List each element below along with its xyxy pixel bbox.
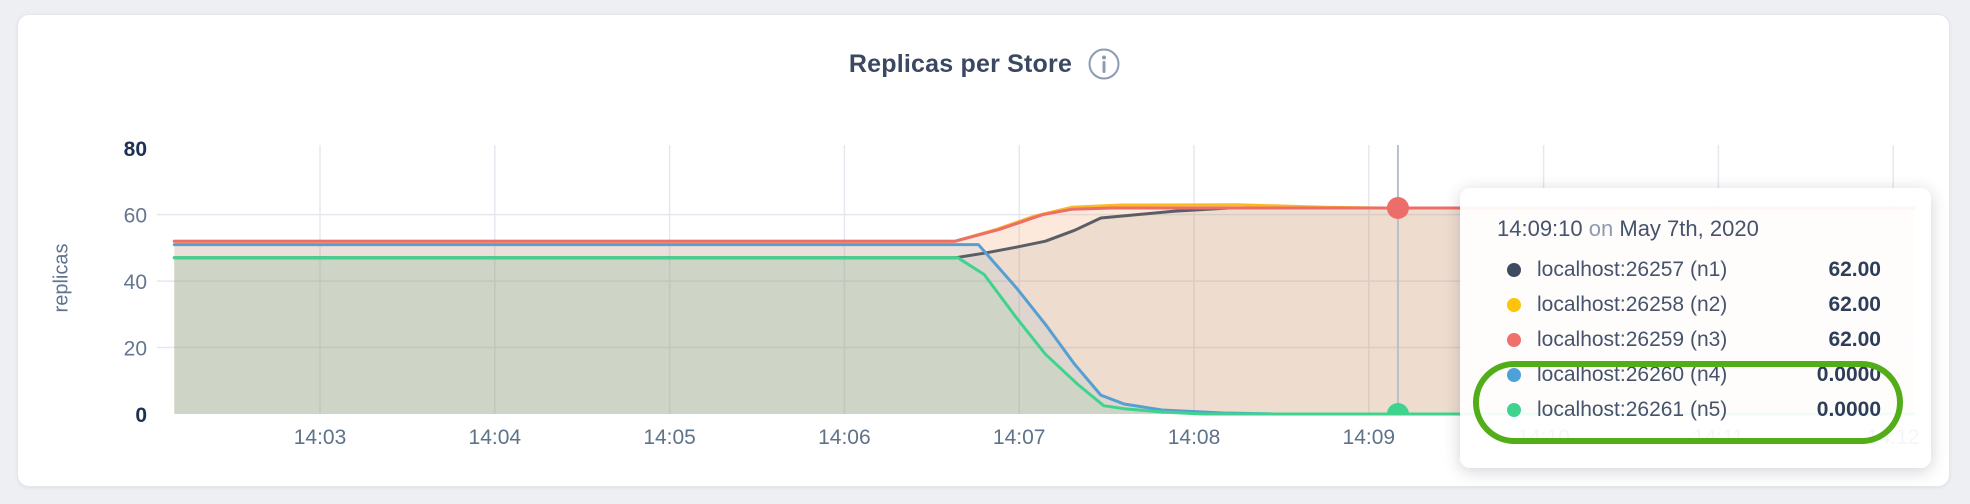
series-label: localhost:26259 (n3) [1537,327,1728,351]
tooltip-row: localhost:26257 (n1) 62.00 [1497,252,1881,287]
hover-dot-n3 [1386,197,1409,220]
series-line-n5 [172,256,1916,416]
series-label: localhost:26257 (n1) [1537,257,1728,281]
series-line-n1 [172,206,1916,260]
series-area-n5 [174,257,1914,414]
y-tick-label: 20 [124,338,147,361]
series-value: 62.00 [1828,327,1881,351]
tooltip-date: May 7th, 2020 [1619,216,1759,241]
series-label: localhost:26260 (n4) [1537,362,1728,386]
chart-header: Replicas per Store [0,47,1970,81]
x-tick-label: 14:09 [1343,426,1396,449]
tooltip-header: 14:09:10 on May 7th, 2020 [1497,216,1881,242]
y-axis-title: replicas [50,243,73,313]
series-value: 62.00 [1828,292,1881,316]
series-value: 62.00 [1828,257,1881,281]
series-line-n3 [172,206,1916,243]
hover-dot-n5 [1386,403,1409,415]
chart-title: Replicas per Store [848,49,1073,78]
y-tick-label: 80 [124,138,147,161]
annotation-circle [1473,361,1903,444]
series-dot-icon [1507,297,1521,312]
series-label: localhost:26261 (n5) [1537,397,1728,421]
chart-tooltip: 14:09:10 on May 7th, 2020 localhost:2625… [1460,188,1931,468]
series-dot-icon [1507,262,1521,277]
tooltip-rows: localhost:26257 (n1) 62.00 localhost:26258… [1497,252,1881,427]
x-tick-label: 14:08 [1168,426,1221,449]
tooltip-row: localhost:26258 (n2) 62.00 [1497,287,1881,322]
series-area-n4 [174,244,1914,414]
x-tick-label: 14:03 [294,426,347,449]
x-tick-label: 14:05 [643,426,696,449]
x-tick-label: 14:07 [993,426,1046,449]
series-dot-icon [1507,332,1521,347]
y-tick-label: 0 [135,404,147,427]
tooltip-preposition: on [1588,216,1614,241]
x-tick-label: 14:06 [818,426,871,449]
tooltip-time: 14:09:10 [1497,216,1583,241]
y-tick-label: 60 [124,205,147,228]
x-tick-label: 14:04 [469,426,522,449]
series-label: localhost:26258 (n2) [1537,292,1728,316]
tooltip-row: localhost:26259 (n3) 62.00 [1497,322,1881,357]
y-tick-label: 40 [124,271,147,294]
info-icon[interactable] [1087,47,1121,81]
